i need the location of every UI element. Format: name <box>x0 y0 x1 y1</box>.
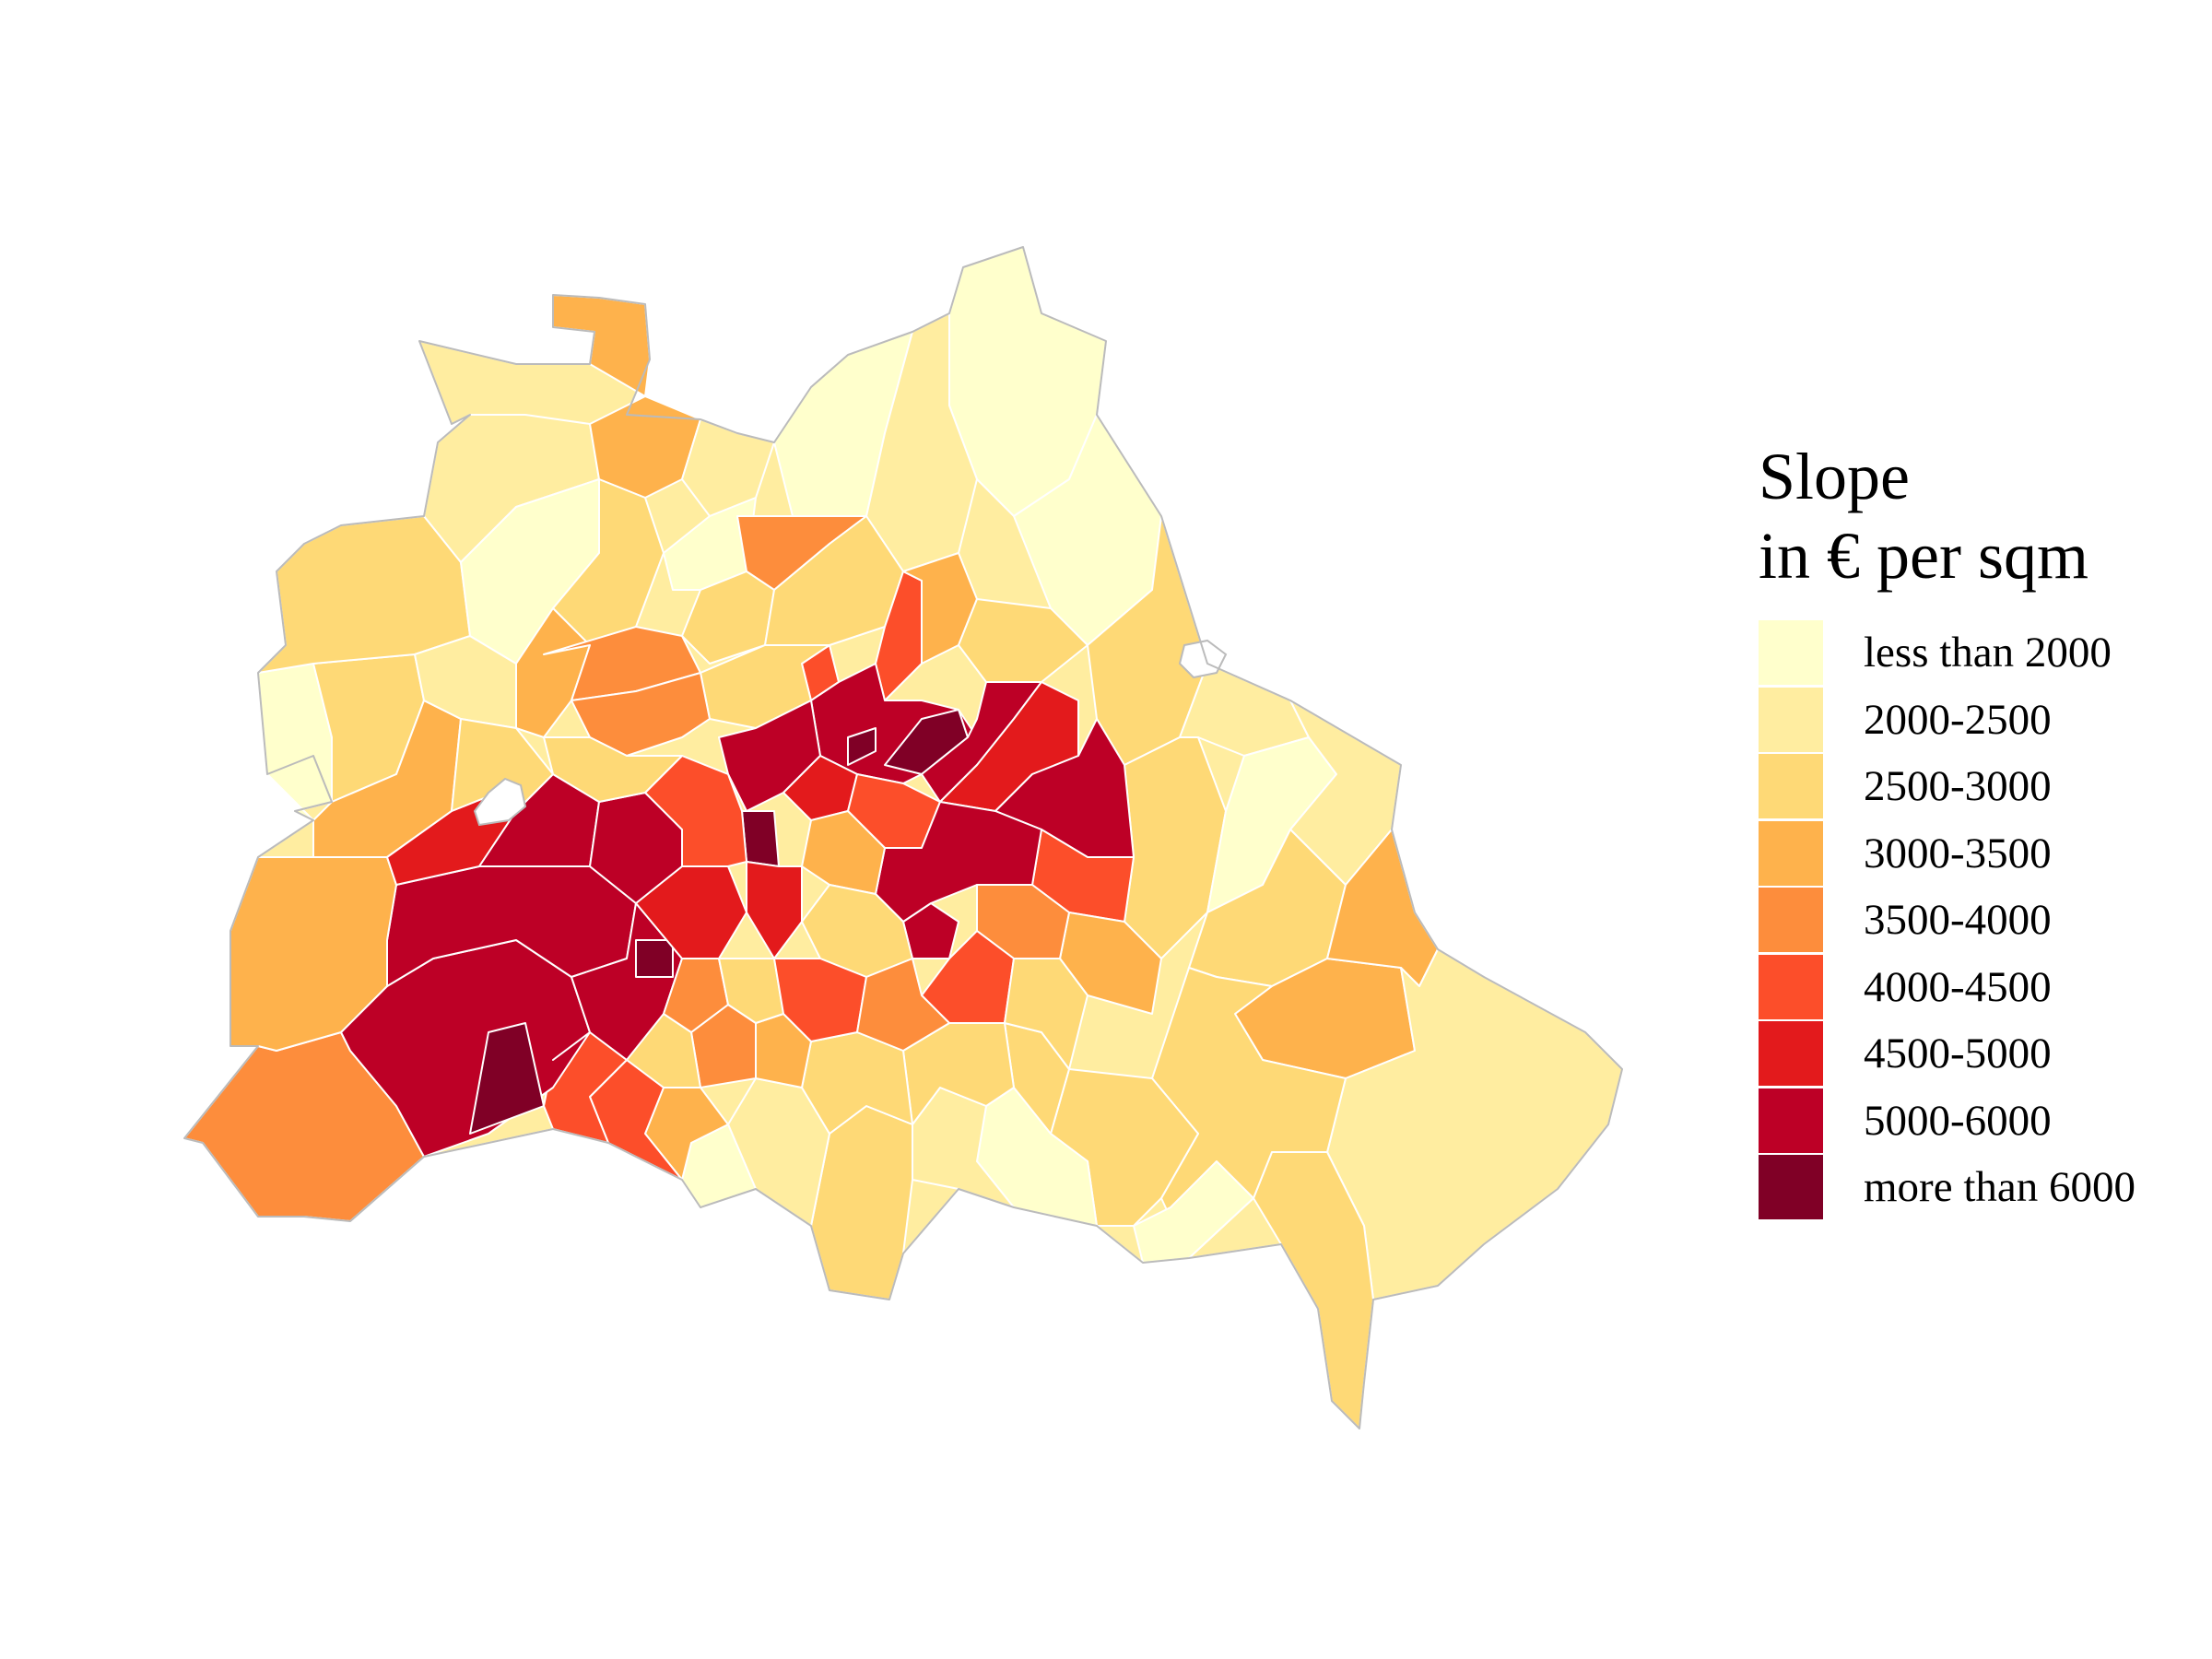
legend-label: 4500-5000 <box>1864 1030 2052 1078</box>
legend-title: Slope in € per sqm <box>1759 437 2201 595</box>
legend-entry: 4500-5000 <box>1759 1020 2201 1088</box>
district-inner-6 <box>741 810 780 867</box>
legend-entry: 2500-3000 <box>1759 753 2201 820</box>
city-boundary <box>183 246 1623 1430</box>
legend-entry: 3000-3500 <box>1759 820 2201 888</box>
district-inner-3 <box>884 709 969 775</box>
legend-entry: less than 2000 <box>1759 619 2201 687</box>
district-sw-7 <box>635 939 674 978</box>
legend-entry: 5000-6000 <box>1759 1088 2201 1155</box>
legend-entry: more than 6000 <box>1759 1154 2201 1221</box>
legend-swatch <box>1759 754 1823 819</box>
legend-swatch <box>1759 1155 1823 1220</box>
mueggelsee-lake <box>1178 639 1228 679</box>
legend-swatch <box>1759 620 1823 686</box>
legend-label: 2000-2500 <box>1864 695 2052 744</box>
legend-swatch <box>1759 820 1823 886</box>
legend-entry: 2000-2500 <box>1759 687 2201 754</box>
district-inner-2 <box>847 727 877 766</box>
district-sw-3 <box>469 1022 545 1135</box>
district-inner-21 <box>1004 958 1088 1070</box>
legend-entries: less than 2000 2000-2500 2500-3000 3000-350… <box>1759 619 2201 1221</box>
district-inner-25 <box>746 861 803 959</box>
legend-swatch <box>1759 1021 1823 1087</box>
legend-label: more than 6000 <box>1864 1163 2136 1212</box>
legend-label: 2500-3000 <box>1864 762 2052 811</box>
district-inner-20 <box>856 958 950 1052</box>
legend-entry: 3500-4000 <box>1759 887 2201 954</box>
district-inner-26 <box>543 736 683 803</box>
legend-label: 4000-4500 <box>1864 962 2052 1011</box>
legend-label: 3500-4000 <box>1864 896 2052 945</box>
legend-label: 3000-3500 <box>1864 829 2052 877</box>
legend-swatch <box>1759 888 1823 953</box>
legend: Slope in € per sqm less than 2000 2000-25… <box>1759 437 2201 1221</box>
legend-title-line1: Slope <box>1759 440 1911 513</box>
legend-swatch <box>1759 1088 1823 1153</box>
legend-swatch <box>1759 687 1823 752</box>
legend-entry: 4000-4500 <box>1759 954 2201 1021</box>
legend-label: less than 2000 <box>1864 629 2112 677</box>
legend-swatch <box>1759 954 1823 1019</box>
legend-title-line2: in € per sqm <box>1759 519 2088 593</box>
havel-lake <box>473 777 527 827</box>
legend-label: 5000-6000 <box>1864 1096 2052 1145</box>
